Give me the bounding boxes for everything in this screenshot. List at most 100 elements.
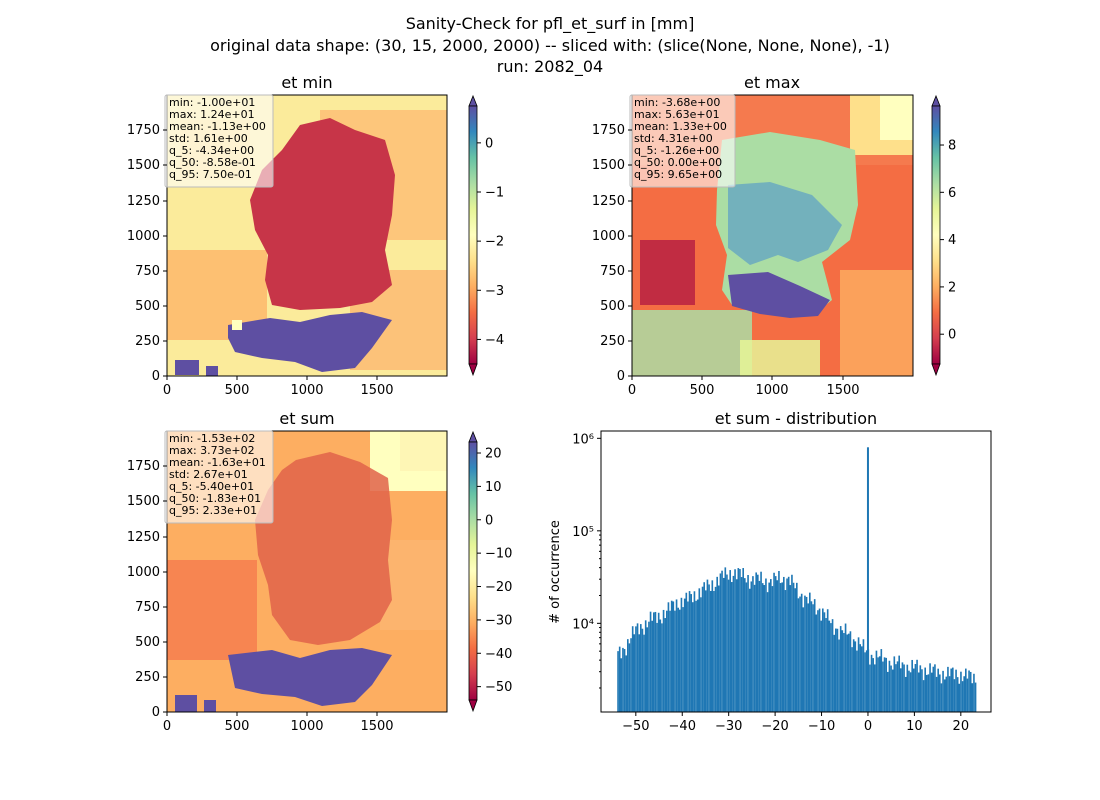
- panel-et-sum: et sum min: -1.53e+02 max: 3.73e+02 mean…: [127, 409, 513, 734]
- histogram-bar: [765, 578, 767, 712]
- histogram-bar: [971, 683, 974, 712]
- histogram-bar: [761, 583, 764, 712]
- histogram-bar: [708, 584, 710, 712]
- y-tick-label: 1000: [127, 565, 160, 580]
- colorbar-tick-label: 2: [948, 280, 956, 295]
- histogram-bar: [952, 667, 954, 712]
- histogram-bars: [617, 447, 977, 712]
- y-tick-label: 750: [600, 264, 625, 279]
- x-tick-label: 0: [163, 719, 171, 734]
- colorbar-tick-label: 0: [948, 328, 956, 343]
- figure-title: Sanity-Check for pfl_et_surf in [mm]: [406, 14, 695, 34]
- histogram-bar: [843, 633, 845, 712]
- x-tick-label: 1500: [360, 719, 393, 734]
- histogram-bar: [656, 622, 658, 712]
- histogram-bar: [844, 623, 847, 712]
- histogram-bar: [687, 601, 689, 712]
- histogram-bar: [921, 669, 923, 712]
- histogram-bar: [965, 668, 967, 712]
- y-tick-label: 250: [135, 334, 160, 349]
- histogram-bar: [880, 649, 883, 712]
- histogram-bar: [804, 595, 806, 712]
- histogram-bar: [703, 582, 705, 712]
- colorbar: 8 6 4 2 0: [931, 94, 956, 377]
- y-tick-label: 0: [152, 705, 160, 720]
- histogram-bar: [960, 671, 962, 712]
- histogram-bar: [649, 611, 652, 712]
- colorbar-tick-label: 10: [485, 480, 502, 495]
- histogram-bar: [939, 674, 941, 712]
- stat-q5: q_5: -4.34e+00: [169, 144, 254, 157]
- histogram-bar: [794, 588, 796, 712]
- histogram-bar: [718, 585, 720, 712]
- histogram-bar: [698, 588, 701, 712]
- x-tick-label: −40: [669, 719, 696, 734]
- stat-q50: q_50: 0.00e+00: [634, 156, 722, 169]
- y-tick-label: 0: [617, 369, 625, 384]
- histogram-bar: [636, 623, 639, 712]
- histogram-bar: [950, 668, 952, 712]
- histogram-bar: [680, 597, 683, 712]
- x-tick-label: 1000: [755, 383, 788, 398]
- colorbar-tick-label: −4: [485, 333, 504, 348]
- figure-run-label: run: 2082_04: [497, 57, 603, 77]
- histogram-bar: [709, 590, 712, 712]
- histogram-bar: [719, 573, 722, 712]
- panel-title: et max: [744, 73, 800, 92]
- y-tick-label: 1250: [127, 530, 160, 545]
- histogram-bar: [924, 667, 926, 712]
- histogram-bar: [862, 639, 865, 712]
- histogram-bar: [800, 593, 803, 712]
- x-tick-label: 0: [864, 719, 872, 734]
- y-tick-label: 1500: [592, 158, 625, 173]
- histogram-bar: [935, 676, 938, 712]
- histogram-bar: [802, 607, 805, 712]
- histogram-bar: [677, 607, 679, 712]
- histogram-bar: [930, 672, 933, 712]
- histogram-bar: [822, 608, 824, 712]
- histogram-bar: [618, 646, 621, 712]
- histogram-bar: [760, 571, 762, 712]
- stats-box: min: -1.53e+02 max: 3.73e+02 mean: -1.63…: [164, 430, 274, 524]
- histogram-bar: [657, 612, 660, 712]
- panel-title: et min: [281, 73, 332, 92]
- histogram-bar: [799, 596, 801, 712]
- histogram-bar: [839, 626, 842, 712]
- histogram-bar: [869, 664, 871, 712]
- colorbar-tick-label: −30: [485, 613, 512, 628]
- colorbar-tick-label: −2: [485, 235, 504, 250]
- stat-q95: q_95: 9.65e+00: [634, 168, 722, 181]
- histogram-bar: [630, 638, 632, 712]
- histogram-bar: [747, 575, 749, 712]
- histogram-bar: [968, 670, 970, 712]
- histogram-bar: [623, 649, 626, 712]
- stat-q95: q_95: 2.33e+01: [169, 504, 257, 517]
- histogram-bar: [667, 602, 670, 712]
- x-tick-label: 1500: [360, 383, 393, 398]
- histogram-bar: [745, 582, 748, 712]
- histogram-bar: [648, 621, 650, 712]
- histogram-bar: [835, 628, 837, 712]
- histogram-bar: [631, 626, 634, 712]
- histogram-bar: [838, 639, 840, 712]
- histogram-bar: [766, 592, 769, 712]
- histogram-bar: [887, 671, 889, 712]
- histogram-axes: −50 −40 −30 −20 −10 0 10 20 10⁴ 10⁵ 10⁶: [572, 432, 969, 734]
- stat-std: std: 1.61e+00: [169, 132, 248, 145]
- histogram-bar: [740, 577, 743, 712]
- stat-max: max: 3.73e+02: [169, 444, 255, 457]
- histogram-bar: [826, 609, 829, 712]
- histogram-bar: [904, 676, 907, 712]
- histogram-bar: [644, 620, 647, 712]
- histogram-bar: [727, 579, 730, 712]
- colorbar-tick-label: −50: [485, 680, 512, 695]
- x-tick-label: 500: [225, 719, 250, 734]
- histogram-bar: [953, 679, 956, 712]
- histogram-bar: [787, 576, 790, 712]
- histogram-bar: [758, 580, 761, 712]
- histogram-bar: [830, 623, 832, 712]
- histogram-bar: [692, 602, 694, 712]
- histogram-bar: [805, 596, 808, 712]
- histogram-bar: [917, 672, 920, 712]
- histogram-bar: [948, 676, 951, 712]
